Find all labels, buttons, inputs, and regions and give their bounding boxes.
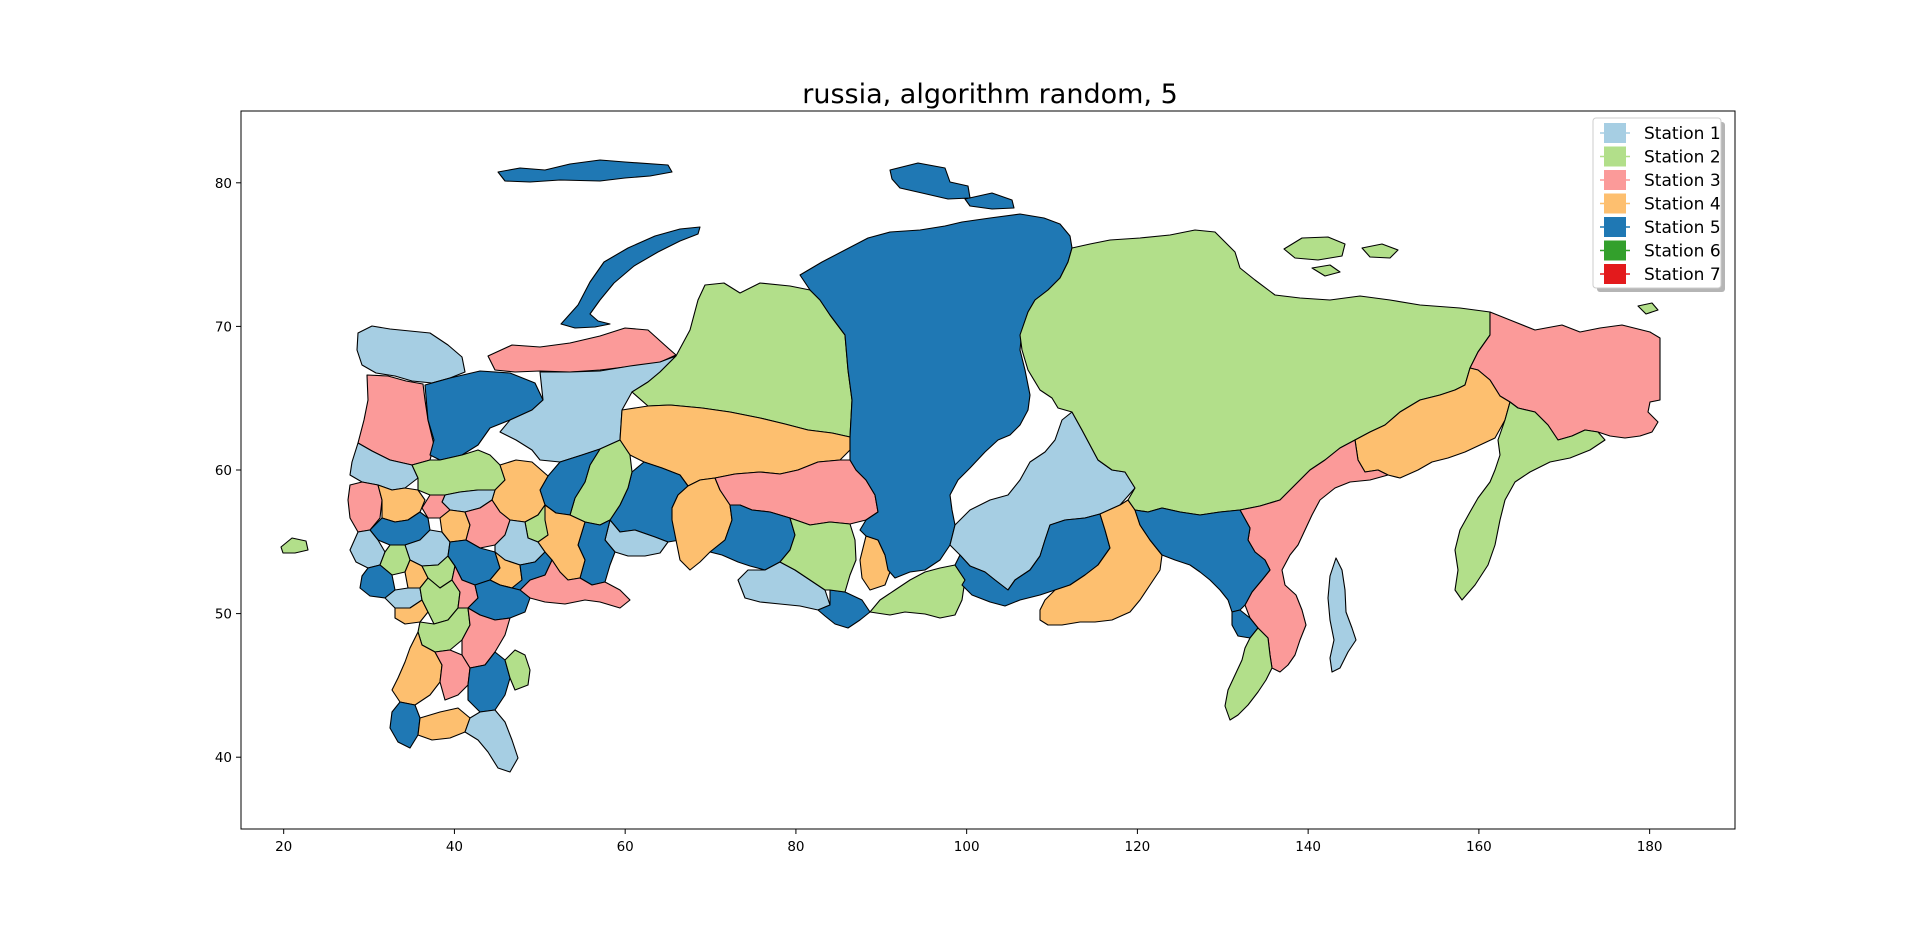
region-severnaya-zemlya xyxy=(889,162,1015,210)
region-arkhangelsk xyxy=(424,370,544,461)
region-kaliningrad xyxy=(280,537,309,554)
legend-swatch xyxy=(1604,123,1626,143)
region-kemerovo xyxy=(779,517,857,593)
region-belgorod xyxy=(394,599,429,625)
y-axis: 40 50 60 70 80 xyxy=(215,176,241,766)
legend-item: Station 1 xyxy=(1600,123,1721,144)
legend-label: Station 3 xyxy=(1644,171,1721,191)
x-tick-label: 60 xyxy=(617,839,634,855)
region-astrakhan xyxy=(504,649,531,691)
y-tick-label: 60 xyxy=(215,463,232,479)
x-tick-label: 160 xyxy=(1466,839,1492,855)
x-tick-label: 140 xyxy=(1295,839,1321,855)
x-tick-label: 20 xyxy=(275,839,292,855)
x-axis: 20 40 60 80 100 120 140 160 180 xyxy=(275,829,1663,855)
region-sakhalin xyxy=(1327,557,1357,673)
y-tick-label: 70 xyxy=(215,319,232,335)
region-adygea xyxy=(389,701,421,749)
legend-swatch xyxy=(1604,264,1626,284)
region-altai-republic xyxy=(817,589,871,629)
legend-item: Station 5 xyxy=(1600,217,1721,238)
y-tick-label: 50 xyxy=(215,607,232,623)
region-primorsky xyxy=(1224,627,1273,721)
region-novaya-zemlya xyxy=(560,226,701,329)
legend-item: Station 7 xyxy=(1600,264,1721,285)
legend-swatch xyxy=(1604,193,1626,214)
legend-label: Station 2 xyxy=(1644,148,1721,168)
y-tick-label: 40 xyxy=(215,750,232,766)
legend-item: Station 6 xyxy=(1600,240,1721,262)
legend-swatch xyxy=(1604,170,1626,190)
legend-items: Station 1 Station 2 Station 3 Station 4 Stat… xyxy=(1600,123,1721,285)
region-pskov xyxy=(347,481,383,533)
x-tick-label: 120 xyxy=(1125,839,1151,855)
x-tick-label: 80 xyxy=(787,839,804,855)
y-tick-label: 80 xyxy=(215,176,232,192)
region-new-siberian-islands xyxy=(1283,236,1399,277)
region-kamchatka xyxy=(1454,401,1606,601)
regions-layer xyxy=(280,159,1661,773)
legend-item: Station 4 xyxy=(1600,193,1721,215)
legend-swatch xyxy=(1604,146,1626,167)
legend-label: Station 1 xyxy=(1644,124,1721,144)
region-stavropol xyxy=(434,649,471,701)
legend-label: Station 7 xyxy=(1644,265,1721,285)
legend-item: Station 2 xyxy=(1600,146,1721,168)
region-franz-josef-land xyxy=(497,159,673,183)
legend-label: Station 5 xyxy=(1644,218,1721,238)
region-kalmykia xyxy=(467,651,511,713)
legend: Station 1 Station 2 Station 3 Station 4 Stat… xyxy=(1592,117,1725,292)
legend-item: Station 3 xyxy=(1600,170,1721,191)
x-tick-label: 40 xyxy=(446,839,463,855)
legend-swatch xyxy=(1604,240,1626,261)
map-title: russia, algorithm random, 5 xyxy=(802,79,1178,110)
legend-swatch xyxy=(1604,217,1626,237)
region-wrangel-island xyxy=(1637,302,1659,315)
x-tick-label: 180 xyxy=(1637,839,1663,855)
region-dagestan xyxy=(464,709,519,773)
region-samara xyxy=(511,551,553,591)
region-krasnoyarsk xyxy=(799,213,1073,579)
x-tick-label: 100 xyxy=(954,839,980,855)
region-amur xyxy=(1134,507,1271,613)
legend-label: Station 6 xyxy=(1644,242,1721,262)
legend-label: Station 4 xyxy=(1644,195,1721,215)
region-murmansk xyxy=(356,325,466,384)
